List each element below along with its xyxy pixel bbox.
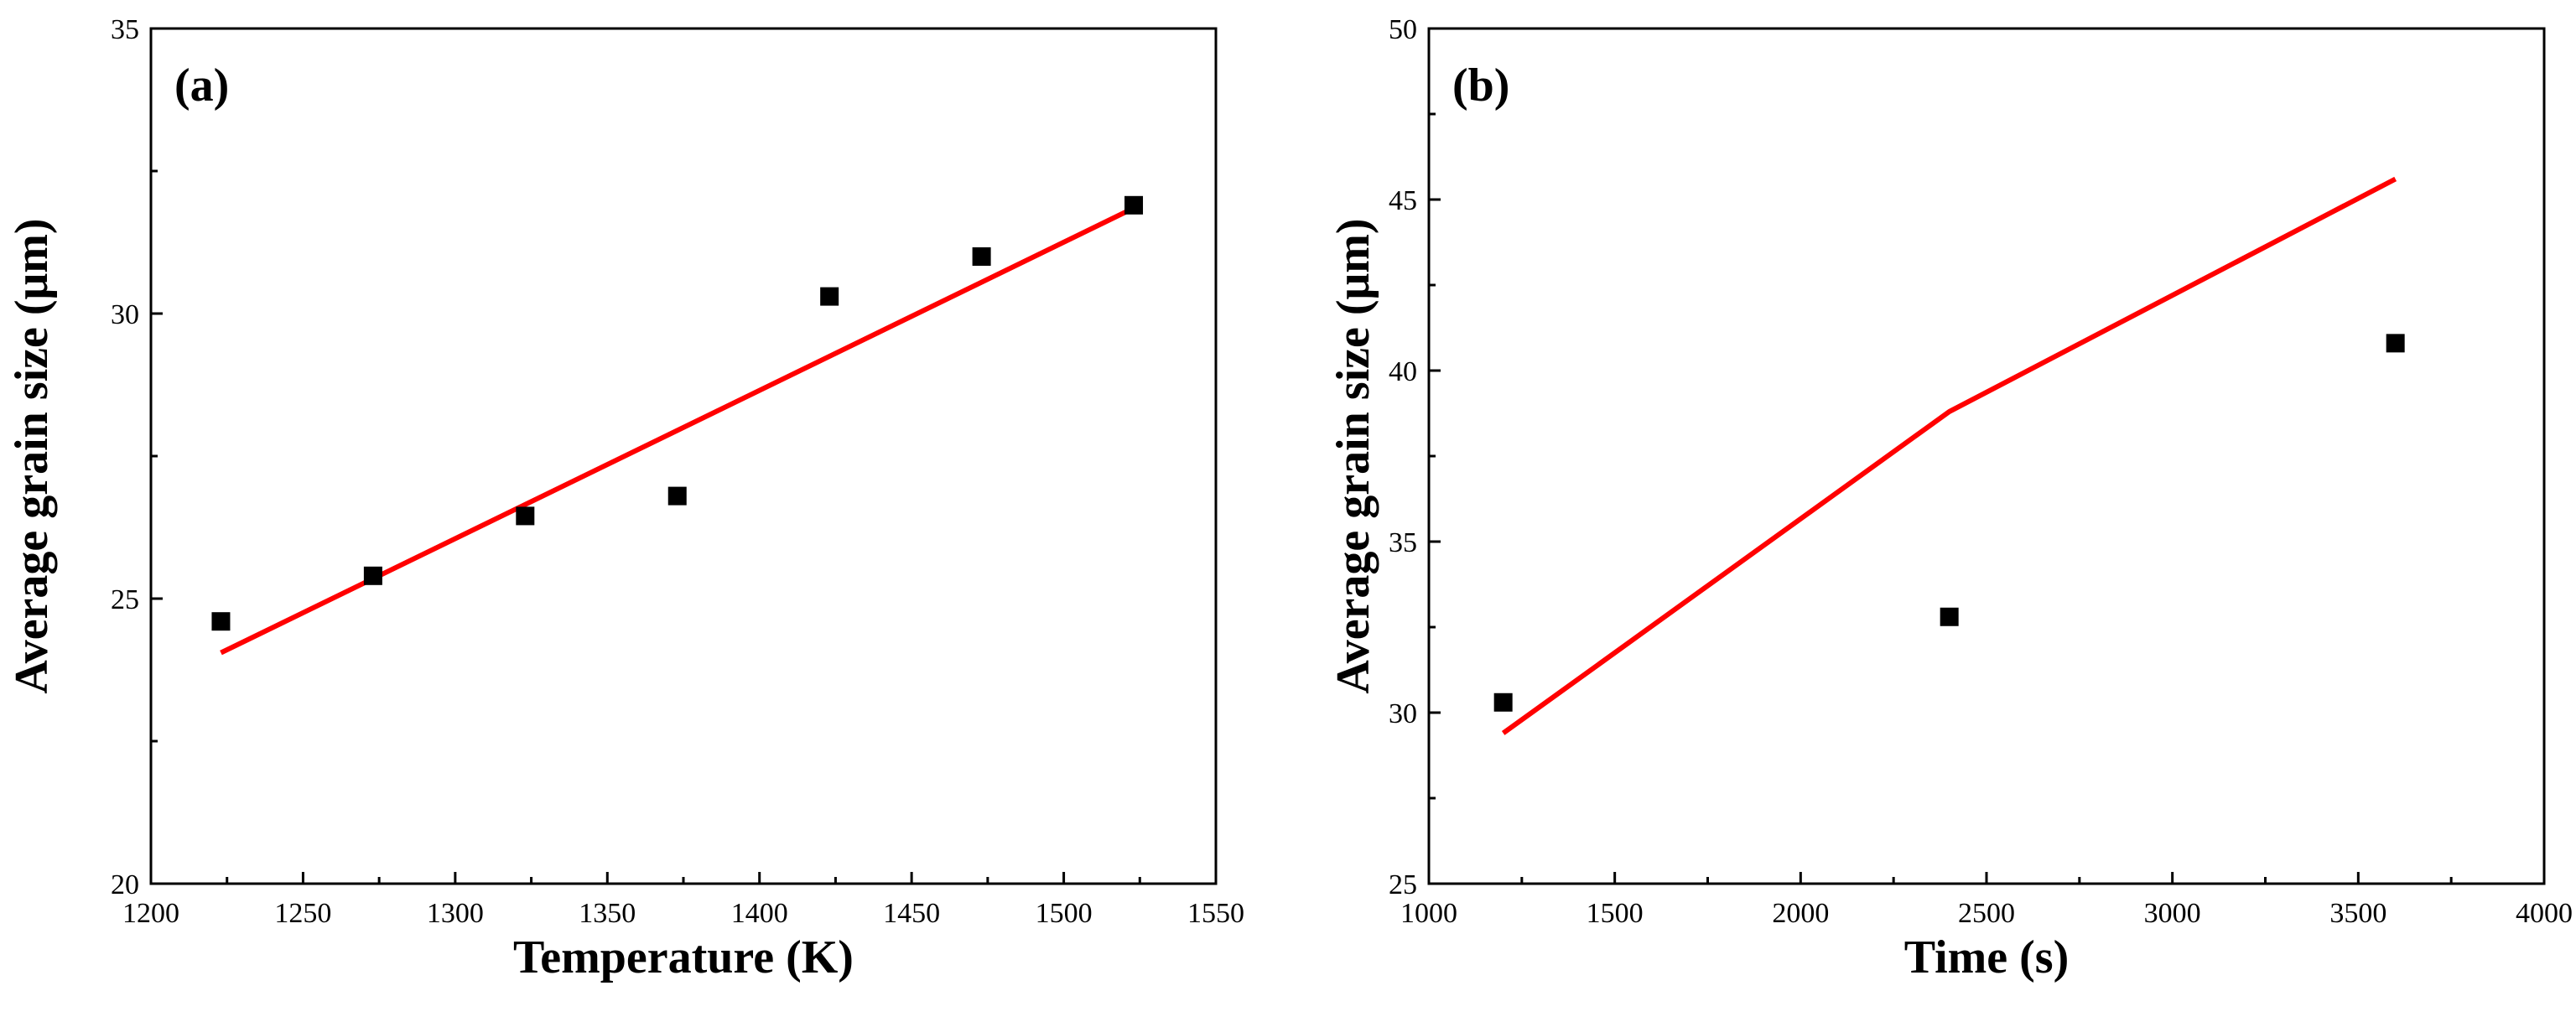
- x-tick-label: 1550: [1187, 898, 1244, 929]
- y-tick-label: 25: [111, 584, 139, 615]
- x-tick-label: 2500: [1958, 898, 2015, 929]
- y-tick-label: 45: [1389, 185, 1417, 216]
- x-tick-label: 3000: [2144, 898, 2201, 929]
- panel-b: 1000 1500 2000 2500 3000 3500 4000 25 30 35 40 45 50…: [1327, 14, 2573, 983]
- plot-frame: [149, 27, 1218, 885]
- y-axis-title: Average grain size (μm): [1327, 218, 1379, 693]
- y-tick-label: 30: [111, 299, 139, 330]
- panel-label: (b): [1452, 60, 1509, 112]
- plot-frame: [1427, 27, 2546, 885]
- x-tick-label: 1300: [427, 898, 484, 929]
- data-point: [2386, 334, 2405, 353]
- data-point: [211, 612, 231, 631]
- y-tick-label: 35: [1389, 527, 1417, 558]
- y-tick-label: 40: [1389, 356, 1417, 387]
- data-point: [972, 247, 991, 266]
- y-tick-label: 20: [111, 869, 139, 900]
- fit-line: [220, 205, 1135, 656]
- x-tick-label: 1500: [1587, 898, 1644, 929]
- x-tick-label: 3500: [2329, 898, 2386, 929]
- data-point: [516, 506, 535, 526]
- y-axis-title: Average grain size (μm): [6, 218, 58, 693]
- x-tick-label: 1400: [731, 898, 788, 929]
- x-tick-label: 1500: [1036, 898, 1093, 929]
- data-point: [667, 486, 687, 506]
- x-tick-label: 2000: [1772, 898, 1829, 929]
- x-tick-label: 1250: [274, 898, 331, 929]
- data-point: [820, 287, 839, 306]
- fit-line: [1501, 176, 2397, 735]
- data-point: [363, 566, 382, 585]
- x-axis-title: Temperature (K): [513, 931, 854, 983]
- x-tick-label: 1200: [122, 898, 179, 929]
- data-point: [1940, 607, 1959, 626]
- data-point: [1493, 693, 1513, 712]
- y-tick-label: 35: [111, 14, 139, 45]
- data-point: [1124, 195, 1144, 215]
- y-tick-label: 25: [1389, 869, 1417, 900]
- panel-label: (a): [174, 60, 229, 112]
- x-axis-title: Time (s): [1904, 931, 2070, 983]
- x-tick-label: 4000: [2516, 898, 2573, 929]
- y-tick-label: 50: [1389, 14, 1417, 45]
- x-tick-label: 1350: [579, 898, 636, 929]
- x-tick-label: 1000: [1400, 898, 1457, 929]
- x-tick-label: 1450: [883, 898, 940, 929]
- y-tick-label: 30: [1389, 698, 1417, 729]
- panel-a: 1200 1250 1300 1350 1400 1450 1500 1550 20 25 30 35…: [6, 14, 1244, 983]
